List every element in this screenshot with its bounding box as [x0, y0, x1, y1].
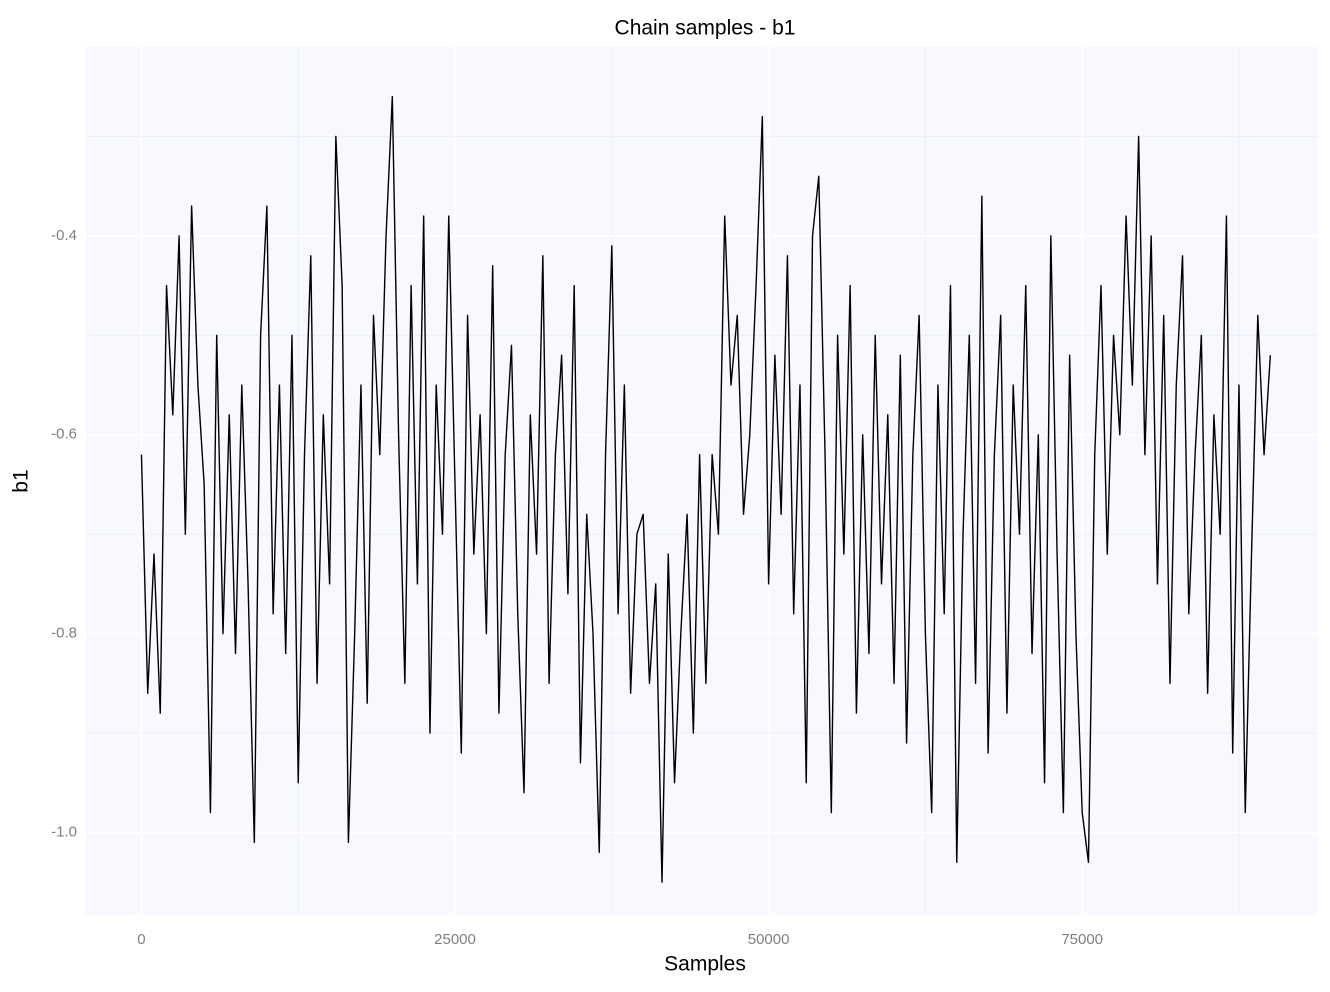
- y-tick-label: -0.6: [51, 426, 77, 443]
- plot-background: [85, 47, 1318, 915]
- x-tick-label: 0: [137, 931, 145, 948]
- y-axis-label: b1: [10, 469, 33, 492]
- x-axis-label: Samples: [664, 953, 746, 976]
- trace-line: [140, 96, 1272, 883]
- y-tick-label: -0.8: [51, 625, 77, 642]
- chart-title: Chain samples - b1: [615, 17, 796, 40]
- x-tick-label: 75000: [1061, 931, 1103, 948]
- x-tick-label: 50000: [748, 931, 790, 948]
- x-tick-label: 25000: [434, 931, 476, 948]
- y-tick-label: -0.4: [51, 227, 77, 244]
- y-tick-label: -1.0: [51, 823, 77, 840]
